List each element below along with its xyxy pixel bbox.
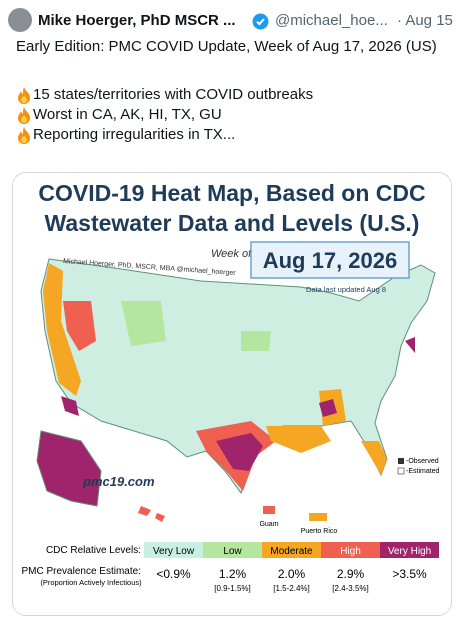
legend-level: Low bbox=[223, 546, 242, 557]
legend-label: CDC Relative Levels: bbox=[46, 545, 141, 556]
estimate-range: [1.5-2.4%] bbox=[273, 584, 309, 593]
estimate-value: 2.0% bbox=[278, 567, 306, 581]
alaska bbox=[36, 430, 102, 507]
region-moderate bbox=[43, 263, 81, 396]
post-text: Early Edition: PMC COVID Update, Week of… bbox=[16, 38, 437, 55]
region-very-high bbox=[319, 337, 415, 417]
region-high bbox=[63, 301, 96, 351]
key-swatch bbox=[398, 458, 404, 464]
fire-icon bbox=[18, 87, 30, 104]
legend-level: High bbox=[340, 546, 361, 557]
date-box bbox=[250, 241, 410, 279]
legend-sublabel: (Proportion Actively Infectious) bbox=[40, 578, 142, 587]
legend-label: PMC Prevalence Estimate: bbox=[22, 566, 142, 577]
image-title: Wastewater Data and Levels (U.S.) bbox=[45, 210, 420, 236]
hawaii bbox=[138, 506, 165, 522]
fire-icon bbox=[18, 107, 30, 124]
legend-swatch bbox=[321, 542, 380, 558]
post-text: 15 states/territories with COVID outbrea… bbox=[33, 86, 314, 103]
estimate-range: [2.4-3.5%] bbox=[332, 584, 368, 593]
week-of: Week of bbox=[211, 248, 252, 260]
legend-swatch bbox=[144, 542, 203, 558]
region-very-high bbox=[61, 396, 79, 416]
estimate-value: >3.5% bbox=[392, 567, 427, 581]
territory-label: Puerto Rico bbox=[301, 528, 338, 535]
key-swatch bbox=[397, 467, 405, 475]
estimate-range: [0.9-1.5%] bbox=[214, 584, 250, 593]
legend-swatch bbox=[203, 542, 262, 558]
key-label: -Observed bbox=[406, 458, 439, 465]
legend-swatch bbox=[262, 542, 321, 558]
fire-icon bbox=[18, 127, 30, 144]
legend-swatch bbox=[380, 542, 439, 558]
updated-note: Data last updated Aug 8 bbox=[306, 285, 386, 294]
estimate-value: 2.9% bbox=[337, 567, 365, 581]
post-date[interactable]: · Aug 15 bbox=[397, 12, 453, 29]
guam bbox=[263, 506, 275, 514]
estimate-value: 1.2% bbox=[219, 567, 247, 581]
author-handle[interactable]: @michael_hoe... bbox=[275, 12, 388, 29]
key-label: -Estimated bbox=[406, 468, 440, 475]
media-card[interactable]: COVID-19 Heat Map, Based on CDC Wastewat… bbox=[12, 172, 452, 616]
site: pmc19.com bbox=[82, 474, 155, 489]
region-very-high bbox=[216, 433, 263, 471]
verified-badge bbox=[252, 13, 269, 30]
legend-level: Very Low bbox=[153, 546, 195, 557]
puerto-rico bbox=[309, 513, 327, 521]
estimate-value: <0.9% bbox=[156, 567, 191, 581]
heat-map-image: COVID-19 Heat Map, Based on CDC Wastewat… bbox=[13, 173, 451, 615]
avatar[interactable] bbox=[8, 8, 32, 32]
legend-level: Very High bbox=[388, 546, 431, 557]
territory-label: Guam bbox=[259, 521, 278, 528]
post-text: Reporting irregularities in TX... bbox=[33, 126, 236, 143]
author-name[interactable]: Mike Hoerger, PhD MSCR ... bbox=[38, 12, 236, 29]
region-low bbox=[121, 301, 271, 351]
week-date: Aug 17, 2026 bbox=[263, 248, 398, 273]
post-text: Worst in CA, AK, HI, TX, GU bbox=[33, 106, 222, 123]
legend-level: Moderate bbox=[270, 546, 313, 557]
image-title: COVID-19 Heat Map, Based on CDC bbox=[38, 180, 425, 206]
